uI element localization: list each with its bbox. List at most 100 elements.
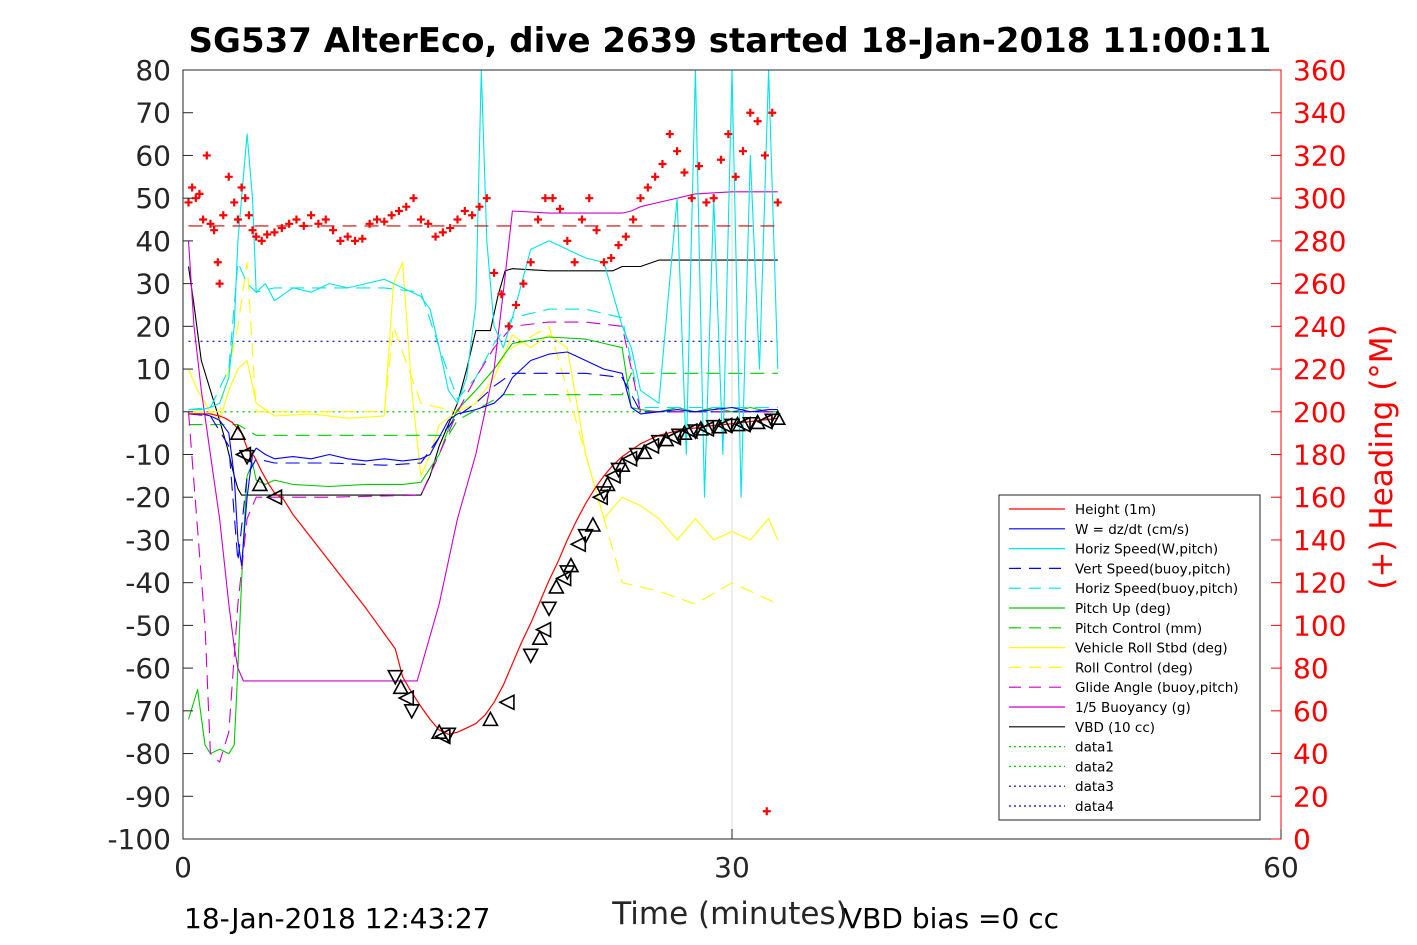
left-tick-label: -30 — [125, 524, 171, 557]
heading-point — [658, 159, 667, 168]
right-tick-label: 280 — [1293, 225, 1346, 258]
heading-point — [475, 202, 484, 211]
legend-label: Glide Angle (buoy,pitch) — [1075, 680, 1239, 696]
heading-point — [307, 211, 316, 220]
gc-marker — [705, 419, 723, 436]
heading-point — [202, 151, 211, 160]
heading-point — [213, 258, 222, 267]
gc-marker — [403, 704, 421, 720]
heading-point — [416, 215, 425, 224]
right-tick-label: 340 — [1293, 97, 1346, 130]
legend-label: Vert Speed(buoy,pitch) — [1075, 561, 1231, 577]
heading-point — [336, 236, 345, 245]
footer-vbd-bias: VBD bias =0 cc — [843, 902, 1059, 935]
heading-point — [460, 206, 469, 215]
heading-point — [241, 194, 250, 203]
heading-point — [731, 172, 740, 181]
x-tick-label: 60 — [1263, 851, 1299, 884]
legend-label: data1 — [1075, 740, 1114, 756]
left-tick-label: -20 — [125, 481, 171, 514]
right-tick-label: 360 — [1293, 54, 1346, 87]
heading-point — [263, 230, 272, 239]
plot-area — [182, 69, 1282, 840]
series-line-glide-angle-buoy-pitch — [187, 321, 778, 763]
footer-timestamp: 18-Jan-2018 12:43:27 — [184, 902, 490, 935]
series-line-vert-speed-buoy-pitch — [188, 372, 778, 562]
gc-markers — [229, 409, 787, 745]
gc-marker — [238, 449, 256, 466]
x-axis-ticks: 0 30 60 — [174, 829, 1299, 884]
left-tick-label: -90 — [125, 780, 171, 813]
gc-marker — [729, 415, 746, 432]
heading-point — [490, 268, 499, 277]
heading-point — [746, 108, 755, 117]
heading-point — [402, 202, 411, 211]
left-tick-label: 0 — [153, 396, 171, 429]
heading-point — [636, 194, 645, 203]
heading-point — [446, 224, 455, 233]
heading-point — [191, 194, 200, 203]
chart-title: SG537 AlterEco, dive 2639 started 18-Jan… — [189, 21, 1272, 61]
legend-label: Roll Control (deg) — [1075, 660, 1193, 676]
heading-point — [215, 279, 224, 288]
left-tick-label: -80 — [125, 738, 171, 771]
heading-point — [760, 151, 769, 160]
right-tick-label: 220 — [1293, 353, 1346, 386]
heading-point — [252, 232, 261, 241]
heading-point — [244, 211, 253, 220]
heading-point — [497, 290, 506, 299]
gc-marker — [628, 447, 646, 464]
heading-point — [351, 236, 360, 245]
gc-marker — [664, 429, 682, 446]
heading-point — [188, 183, 197, 192]
gc-marker — [397, 689, 415, 707]
heading-point — [372, 215, 381, 224]
heading-point — [248, 226, 257, 235]
heading-point — [453, 215, 462, 224]
gc-marker — [534, 621, 552, 638]
heading-point — [431, 232, 440, 241]
heading-point — [277, 224, 286, 233]
heading-point — [643, 183, 652, 192]
left-tick-label: -40 — [125, 567, 171, 600]
right-tick-label: 140 — [1293, 524, 1346, 557]
heading-point — [329, 226, 338, 235]
left-tick-label: 80 — [135, 54, 171, 87]
right-tick-label: 160 — [1293, 481, 1346, 514]
heading-point — [504, 322, 513, 331]
right-tick-label: 0 — [1293, 823, 1311, 856]
gc-marker — [229, 424, 247, 440]
legend-label: 1/5 Buoyancy (g) — [1075, 700, 1191, 716]
heading-point — [762, 807, 771, 816]
heading-point — [592, 226, 601, 235]
gc-marker — [749, 413, 766, 430]
heading-point — [577, 215, 586, 224]
legend-label: Horiz Speed(buoy,pitch) — [1075, 581, 1238, 597]
gc-marker — [595, 486, 613, 502]
left-tick-label: -100 — [107, 823, 171, 856]
gc-marker — [670, 428, 688, 444]
legend-label: Vehicle Roll Stbd (deg) — [1075, 641, 1228, 657]
gc-marker — [577, 528, 594, 545]
heading-point — [519, 279, 528, 288]
heading-point — [695, 162, 704, 171]
heading-point — [206, 219, 215, 228]
heading-point — [210, 226, 219, 235]
right-tick-label: 200 — [1293, 396, 1346, 429]
heading-point — [224, 172, 233, 181]
heading-point — [195, 189, 204, 198]
left-tick-label: 40 — [135, 225, 171, 258]
gc-marker — [554, 570, 572, 587]
heading-point — [570, 258, 579, 267]
right-tick-label: 20 — [1293, 780, 1329, 813]
gc-marker — [498, 693, 515, 711]
left-tick-label: -10 — [125, 439, 171, 472]
x-axis-label: Time (minutes) — [611, 896, 847, 932]
series-line-vehicle-roll-stbd-deg — [187, 261, 779, 541]
gc-marker — [440, 727, 457, 744]
heading-point — [482, 194, 491, 203]
heading-point — [365, 219, 374, 228]
heading-point — [614, 241, 623, 250]
gc-marker — [763, 413, 781, 430]
gc-marker — [613, 456, 631, 472]
